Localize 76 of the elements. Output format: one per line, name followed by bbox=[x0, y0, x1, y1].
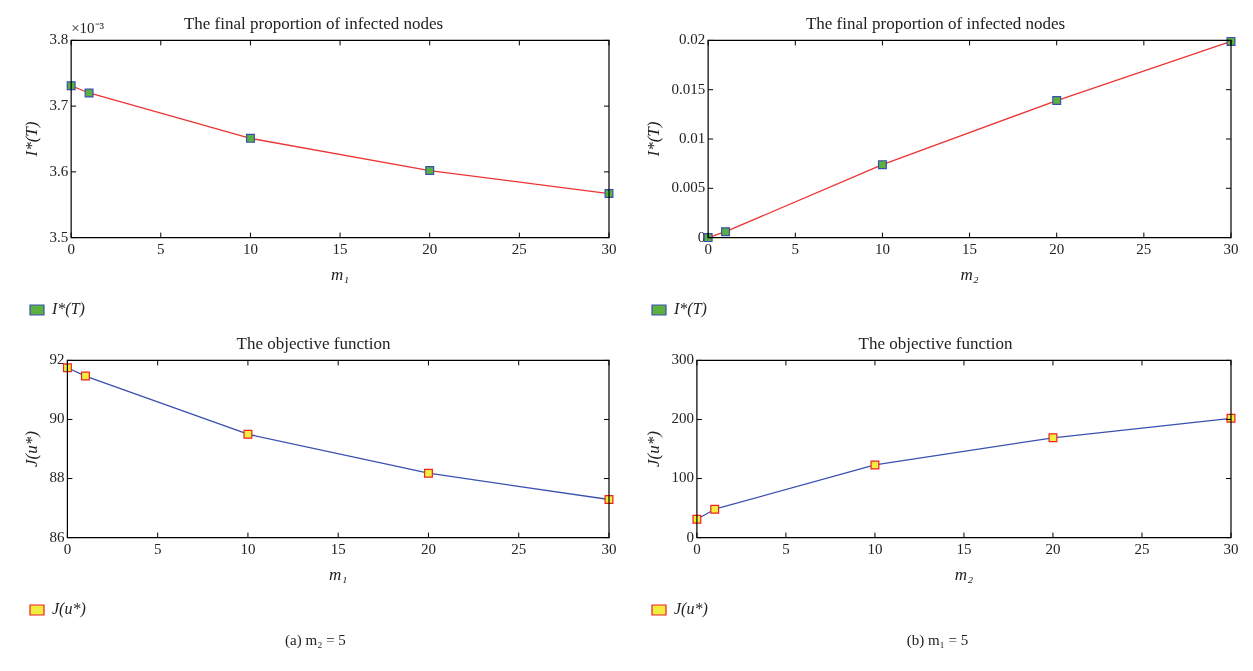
y-axis-title: I*(T) bbox=[21, 121, 41, 158]
x-tick-label: 25 bbox=[1134, 540, 1150, 557]
y-tick-label: 200 bbox=[671, 410, 694, 427]
x-tick-label: 20 bbox=[420, 540, 436, 557]
y-tick-label: 3.5 bbox=[49, 228, 69, 245]
x-tick-label: 30 bbox=[601, 240, 617, 257]
y-tick-label: 3.6 bbox=[49, 162, 69, 179]
y-tick-label: 0.02 bbox=[678, 31, 706, 48]
y-tick-label: 3.7 bbox=[49, 97, 69, 114]
chart-title: The final proportion of infected nodes bbox=[805, 13, 1066, 33]
x-tick-label: 20 bbox=[1045, 540, 1061, 557]
point bbox=[245, 133, 255, 143]
y-tick-label: 90 bbox=[49, 410, 65, 427]
x-tick-label: 30 bbox=[1223, 540, 1239, 557]
y-tick-label: 0 bbox=[686, 528, 694, 545]
y-axis-title: J(u*) bbox=[21, 430, 41, 467]
point bbox=[1052, 96, 1062, 106]
legend-label: I*(T) bbox=[673, 300, 707, 319]
x-tick-label: 10 bbox=[240, 540, 256, 557]
x-tick-label: 25 bbox=[511, 240, 527, 257]
y-tick-label: 3.8 bbox=[49, 31, 69, 48]
y-tick-label: 92 bbox=[49, 351, 65, 368]
x-tick-label: 30 bbox=[1223, 240, 1239, 257]
legend-label: I*(T) bbox=[51, 300, 85, 319]
y-tick-label: 300 bbox=[671, 351, 694, 368]
x-tick-label: 15 bbox=[330, 540, 346, 557]
x-tick-label: 10 bbox=[242, 240, 258, 257]
y-tick-label: 0.01 bbox=[678, 129, 706, 146]
x-tick-label: 10 bbox=[874, 240, 890, 257]
x-tick-label: 15 bbox=[332, 240, 348, 257]
x-tick-label: 5 bbox=[157, 240, 165, 257]
text: (b) m₁ = 5 bbox=[905, 632, 970, 649]
x-tick-label: 5 bbox=[791, 240, 800, 257]
x-tick-label: 25 bbox=[1136, 240, 1152, 257]
x-tick-label: 15 bbox=[956, 540, 972, 557]
point bbox=[1226, 36, 1236, 46]
point bbox=[66, 81, 76, 91]
y-axis-title: I*(T) bbox=[643, 121, 663, 158]
point bbox=[243, 429, 253, 439]
x-tick-label: 15 bbox=[962, 240, 978, 257]
x-tick-label: 5 bbox=[782, 540, 790, 557]
x-tick-label: 30 bbox=[601, 540, 617, 557]
point bbox=[721, 227, 731, 237]
x-axis-title: m₁ bbox=[330, 265, 350, 285]
x-tick-label: 10 bbox=[867, 540, 883, 557]
chart-title: The final proportion of infected nodes bbox=[183, 13, 444, 33]
chart-title: The objective function bbox=[858, 333, 1013, 353]
x-tick-label: 20 bbox=[1049, 240, 1065, 257]
y-tick-label: 86 bbox=[49, 528, 65, 545]
y-tick-label: 0.005 bbox=[671, 179, 706, 196]
point bbox=[604, 189, 614, 199]
y-tick-label: 100 bbox=[671, 469, 694, 486]
chart-title: The objective function bbox=[236, 333, 391, 353]
point bbox=[425, 166, 435, 176]
x-axis-title: m₁ bbox=[329, 565, 348, 585]
legend-label: J(u*) bbox=[674, 600, 708, 619]
y-tick-label: 0.015 bbox=[671, 80, 706, 97]
point bbox=[62, 363, 72, 373]
text: (a) m₂ = 5 bbox=[284, 632, 347, 649]
point bbox=[710, 504, 720, 514]
point bbox=[877, 160, 887, 170]
point bbox=[870, 460, 880, 470]
text: ×10⁻³ bbox=[71, 19, 105, 36]
x-tick-label: 25 bbox=[511, 540, 527, 557]
point bbox=[80, 371, 90, 381]
x-axis-title: m₂ bbox=[954, 565, 974, 585]
point bbox=[1048, 433, 1058, 443]
x-axis-title: m₂ bbox=[960, 265, 979, 285]
legend-label: J(u*) bbox=[52, 600, 86, 619]
point bbox=[423, 468, 433, 478]
point bbox=[604, 495, 614, 504]
x-tick-label: 20 bbox=[422, 240, 438, 257]
x-tick-label: 5 bbox=[153, 540, 162, 557]
point bbox=[84, 88, 94, 98]
y-axis-title: J(u*) bbox=[643, 430, 663, 467]
y-tick-label: 88 bbox=[49, 469, 65, 486]
